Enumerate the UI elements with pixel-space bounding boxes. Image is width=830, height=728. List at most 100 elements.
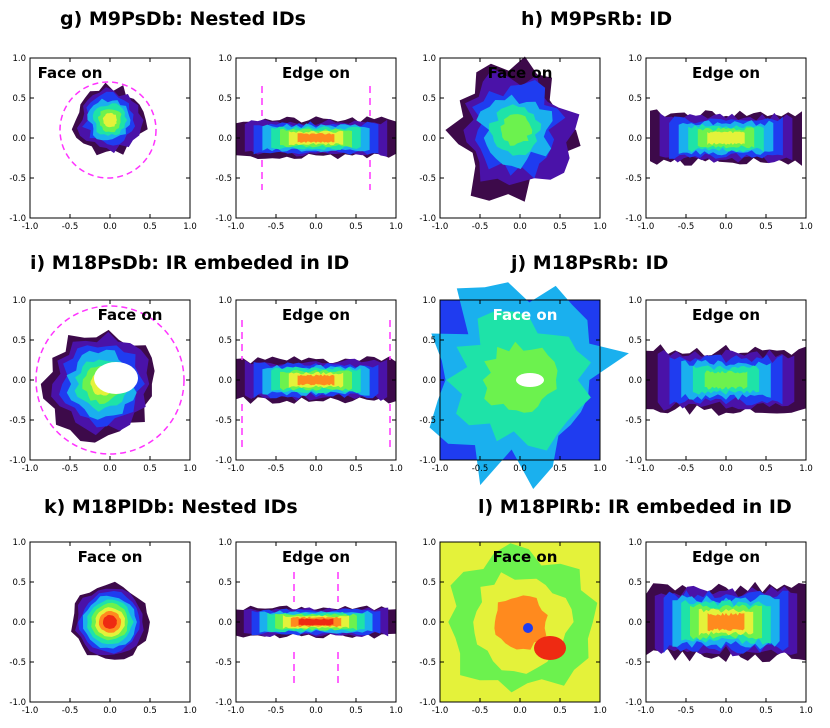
axes: -1.0 -0.5 0.0 0.5 1.0 1.0 0.5 0.0 -0.5 -1.0 bbox=[419, 538, 606, 716]
x-tick-label: 0.5 bbox=[349, 706, 363, 716]
y-tick-label: 0.5 bbox=[422, 578, 436, 588]
y-tick-label: 0.5 bbox=[12, 94, 26, 104]
central-hole bbox=[516, 373, 544, 387]
y-tick-label: -0.5 bbox=[9, 658, 26, 668]
plot-i-face-on: Face on -1.0 -0.5 0.0 0.5 1.0 1.0 0.5 0.0 -0.5 -1.… bbox=[0, 290, 200, 480]
density-level bbox=[297, 374, 335, 386]
y-tick-label: -1.0 bbox=[419, 456, 436, 466]
x-tick-label: 0.0 bbox=[309, 464, 323, 474]
y-tick-label: 1.0 bbox=[422, 296, 436, 306]
y-tick-label: -1.0 bbox=[9, 698, 26, 708]
y-tick-label: 0.5 bbox=[422, 336, 436, 346]
panel-title-k: k) M18PlDb: Nested IDs bbox=[44, 496, 298, 518]
y-tick-label: 0.5 bbox=[218, 94, 232, 104]
y-tick-label: -0.5 bbox=[9, 174, 26, 184]
y-tick-label: 1.0 bbox=[628, 296, 642, 306]
plot-g-edge-on: Edge on -1.0 -0.5 0.0 0.5 1.0 1.0 0.5 0.0 -0.5 -1.… bbox=[206, 48, 406, 238]
plot-j-face-on: Face on -1.0 -0.5 0.0 0.5 1.0 1.0 0.5 0.0 -0.5 -1.… bbox=[410, 282, 629, 489]
x-tick-label: 0.5 bbox=[759, 706, 773, 716]
x-tick-label: 1.0 bbox=[389, 464, 403, 474]
x-tick-label: -1.0 bbox=[22, 464, 39, 474]
x-tick-label: -0.5 bbox=[268, 464, 285, 474]
y-tick-label: 0.0 bbox=[218, 618, 232, 628]
x-tick-label: 1.0 bbox=[799, 222, 813, 232]
axes: -1.0 -0.5 0.0 0.5 1.0 1.0 0.5 0.0 -0.5 -1.0 bbox=[215, 538, 402, 716]
x-tick-label: 0.0 bbox=[309, 222, 323, 232]
y-tick-label: -1.0 bbox=[625, 456, 642, 466]
x-tick-label: 1.0 bbox=[799, 706, 813, 716]
x-tick-label: -1.0 bbox=[432, 706, 449, 716]
y-tick-label: 1.0 bbox=[422, 54, 436, 64]
x-tick-label: 0.5 bbox=[349, 464, 363, 474]
y-tick-label: 1.0 bbox=[218, 538, 232, 548]
y-tick-label: 0.5 bbox=[628, 94, 642, 104]
y-tick-label: 0.0 bbox=[218, 376, 232, 386]
x-tick-label: -1.0 bbox=[638, 706, 655, 716]
y-tick-label: 0.0 bbox=[628, 376, 642, 386]
y-tick-label: -0.5 bbox=[215, 174, 232, 184]
x-tick-label: -0.5 bbox=[62, 222, 79, 232]
axes: -1.0 -0.5 0.0 0.5 1.0 1.0 0.5 0.0 -0.5 -1.0 bbox=[625, 54, 812, 232]
y-tick-label: 1.0 bbox=[628, 54, 642, 64]
plot-label: Face on bbox=[38, 64, 103, 82]
y-tick-label: 0.5 bbox=[628, 578, 642, 588]
dashed-circle bbox=[59, 81, 157, 179]
y-tick-label: 0.5 bbox=[628, 336, 642, 346]
y-tick-label: -0.5 bbox=[419, 174, 436, 184]
x-tick-label: -1.0 bbox=[432, 464, 449, 474]
x-tick-label: -0.5 bbox=[268, 222, 285, 232]
axes: -1.0 -0.5 0.0 0.5 1.0 1.0 0.5 0.0 -0.5 -1.0 bbox=[9, 54, 196, 232]
panel-title-l: l) M18PlRb: IR embeded in ID bbox=[478, 496, 792, 518]
panel-title-h: h) M9PsRb: ID bbox=[521, 8, 673, 30]
panel-title-j: j) M18PsRb: ID bbox=[511, 252, 669, 274]
y-tick-label: -1.0 bbox=[9, 456, 26, 466]
plot-label: Face on bbox=[488, 64, 553, 82]
x-tick-label: 0.0 bbox=[513, 222, 527, 232]
x-tick-label: -0.5 bbox=[678, 222, 695, 232]
x-tick-label: -1.0 bbox=[22, 222, 39, 232]
y-tick-label: -0.5 bbox=[419, 658, 436, 668]
x-tick-label: 0.5 bbox=[143, 222, 157, 232]
x-tick-label: 1.0 bbox=[389, 222, 403, 232]
density-level bbox=[102, 112, 117, 128]
plot-h-face-on: Face on -1.0 -0.5 0.0 0.5 1.0 1.0 0.5 0.0 -0.5 -1.… bbox=[410, 48, 610, 238]
plot-k-edge-on: Edge on -1.0 -0.5 0.0 0.5 1.0 1.0 0.5 0.0 -0.5 -1.… bbox=[206, 532, 406, 722]
x-tick-label: 0.5 bbox=[349, 222, 363, 232]
x-tick-label: -1.0 bbox=[432, 222, 449, 232]
axes: -1.0 -0.5 0.0 0.5 1.0 1.0 0.5 0.0 -0.5 -1.0 bbox=[215, 54, 402, 232]
density-level bbox=[707, 131, 745, 145]
y-tick-label: 0.5 bbox=[12, 578, 26, 588]
x-tick-label: 1.0 bbox=[593, 464, 607, 474]
density-level bbox=[297, 133, 335, 143]
y-tick-label: -0.5 bbox=[625, 658, 642, 668]
central-spot bbox=[523, 623, 533, 633]
x-tick-label: 0.5 bbox=[143, 464, 157, 474]
y-tick-label: 0.0 bbox=[628, 618, 642, 628]
x-tick-label: 1.0 bbox=[593, 222, 607, 232]
x-tick-label: 0.0 bbox=[103, 464, 117, 474]
y-tick-label: -1.0 bbox=[215, 456, 232, 466]
y-tick-label: 1.0 bbox=[12, 54, 26, 64]
density-level bbox=[500, 114, 533, 146]
plot-j-edge-on: Edge on -1.0 -0.5 0.0 0.5 1.0 1.0 0.5 0.0 -0.5 -1.… bbox=[616, 290, 816, 480]
y-tick-label: 1.0 bbox=[12, 538, 26, 548]
density-level bbox=[704, 370, 748, 390]
panel-title-g: g) M9PsDb: Nested IDs bbox=[60, 8, 306, 30]
x-tick-label: 0.0 bbox=[719, 464, 733, 474]
y-tick-label: -1.0 bbox=[9, 214, 26, 224]
plot-h-edge-on: Edge on -1.0 -0.5 0.0 0.5 1.0 1.0 0.5 0.0 -0.5 -1.… bbox=[616, 48, 816, 238]
x-tick-label: 0.0 bbox=[513, 464, 527, 474]
x-tick-label: 1.0 bbox=[593, 706, 607, 716]
x-tick-label: 0.0 bbox=[719, 222, 733, 232]
y-tick-label: 1.0 bbox=[218, 296, 232, 306]
x-tick-label: 0.0 bbox=[719, 706, 733, 716]
x-tick-label: -1.0 bbox=[228, 464, 245, 474]
plot-label: Edge on bbox=[692, 306, 760, 324]
y-tick-label: 0.5 bbox=[12, 336, 26, 346]
y-tick-label: -1.0 bbox=[215, 698, 232, 708]
axes: -1.0 -0.5 0.0 0.5 1.0 1.0 0.5 0.0 -0.5 -1.0 bbox=[419, 54, 606, 232]
hot-spot bbox=[534, 636, 566, 660]
y-tick-label: 1.0 bbox=[12, 296, 26, 306]
density-level bbox=[707, 612, 745, 632]
y-tick-label: -0.5 bbox=[625, 416, 642, 426]
